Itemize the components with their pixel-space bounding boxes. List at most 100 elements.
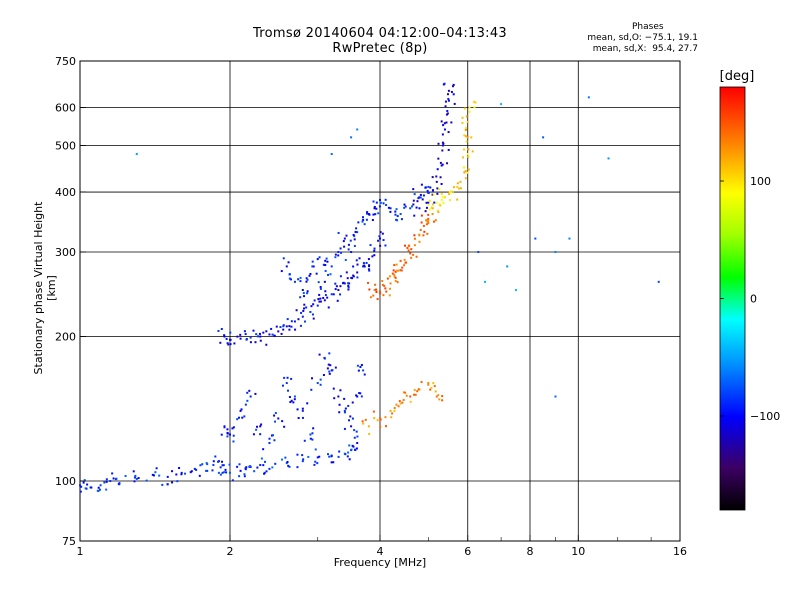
- data-point: [432, 193, 435, 196]
- data-point: [318, 455, 321, 458]
- data-point: [311, 438, 314, 441]
- data-point: [328, 352, 331, 355]
- data-point: [362, 262, 365, 265]
- colorbar-tick-label: 0: [750, 293, 757, 306]
- data-point: [444, 105, 447, 108]
- data-point: [347, 288, 350, 291]
- stats-title: Phases: [632, 22, 664, 32]
- data-point: [135, 153, 138, 156]
- data-point: [347, 248, 350, 251]
- data-point: [422, 224, 425, 227]
- data-point: [356, 276, 359, 279]
- data-point: [249, 395, 252, 398]
- data-point: [158, 474, 161, 477]
- scatter-points: [79, 82, 660, 493]
- data-point: [391, 272, 394, 275]
- data-point: [448, 193, 451, 196]
- data-point: [220, 433, 223, 436]
- data-point: [386, 277, 389, 280]
- data-point: [117, 483, 120, 486]
- data-point: [395, 208, 398, 211]
- data-point: [259, 425, 262, 428]
- data-point: [362, 422, 365, 425]
- data-point: [607, 157, 610, 160]
- data-point: [422, 234, 425, 237]
- data-point: [282, 257, 285, 260]
- data-point: [437, 142, 440, 145]
- data-point: [337, 395, 340, 398]
- data-point: [441, 195, 444, 198]
- data-point: [461, 121, 464, 124]
- data-point: [352, 233, 355, 236]
- data-point: [358, 392, 361, 395]
- y-tick-label: 100: [55, 475, 76, 488]
- x-tick-label: 4: [377, 545, 384, 558]
- data-point: [463, 107, 466, 110]
- data-point: [444, 100, 447, 103]
- data-point: [299, 324, 302, 327]
- data-point: [302, 458, 305, 461]
- data-point: [412, 199, 415, 202]
- data-point: [285, 382, 288, 385]
- data-point: [273, 439, 276, 442]
- stats-line-x: mean, sd,X: 95.4, 27.7: [592, 44, 698, 54]
- data-point: [305, 306, 308, 309]
- data-point: [435, 395, 438, 398]
- data-point: [105, 478, 108, 481]
- data-point: [373, 289, 376, 292]
- data-point: [145, 479, 148, 482]
- data-point: [384, 416, 387, 419]
- data-point: [393, 273, 396, 276]
- data-point: [351, 444, 354, 447]
- data-point: [326, 260, 329, 263]
- data-point: [403, 258, 406, 261]
- data-point: [303, 307, 306, 310]
- data-point: [223, 334, 226, 337]
- data-point: [534, 237, 537, 240]
- data-point: [363, 373, 366, 376]
- data-point: [418, 207, 421, 210]
- x-tick-label: 2: [227, 545, 234, 558]
- data-point: [314, 448, 317, 451]
- data-point: [452, 93, 455, 96]
- data-point: [229, 471, 231, 474]
- data-point: [420, 380, 423, 383]
- data-point: [362, 218, 365, 221]
- data-point: [311, 260, 314, 263]
- data-point: [442, 124, 445, 127]
- data-point: [223, 471, 226, 474]
- data-point: [474, 101, 477, 104]
- data-point: [446, 112, 449, 115]
- data-point: [231, 479, 234, 482]
- data-point: [347, 243, 350, 246]
- data-point: [372, 200, 375, 203]
- data-point: [356, 231, 359, 234]
- data-point: [299, 296, 302, 299]
- data-point: [315, 272, 318, 275]
- data-point: [418, 240, 421, 243]
- data-point: [441, 141, 444, 144]
- data-point: [343, 245, 346, 248]
- data-point: [301, 289, 304, 292]
- data-point: [440, 182, 443, 185]
- data-point: [355, 227, 358, 230]
- data-point: [379, 417, 381, 420]
- data-point: [410, 248, 413, 251]
- data-point: [326, 367, 329, 370]
- data-point: [297, 278, 300, 281]
- data-point: [277, 330, 280, 333]
- data-point: [85, 487, 88, 490]
- data-point: [402, 391, 405, 394]
- data-point: [396, 219, 399, 222]
- data-point: [387, 206, 390, 209]
- data-point: [415, 206, 418, 209]
- data-point: [296, 408, 299, 411]
- data-point: [254, 392, 257, 395]
- data-point: [401, 266, 404, 269]
- data-point: [236, 465, 239, 468]
- data-point: [368, 288, 371, 291]
- data-point: [246, 391, 249, 394]
- data-point: [347, 404, 350, 407]
- data-point: [337, 231, 340, 234]
- data-point: [324, 294, 327, 297]
